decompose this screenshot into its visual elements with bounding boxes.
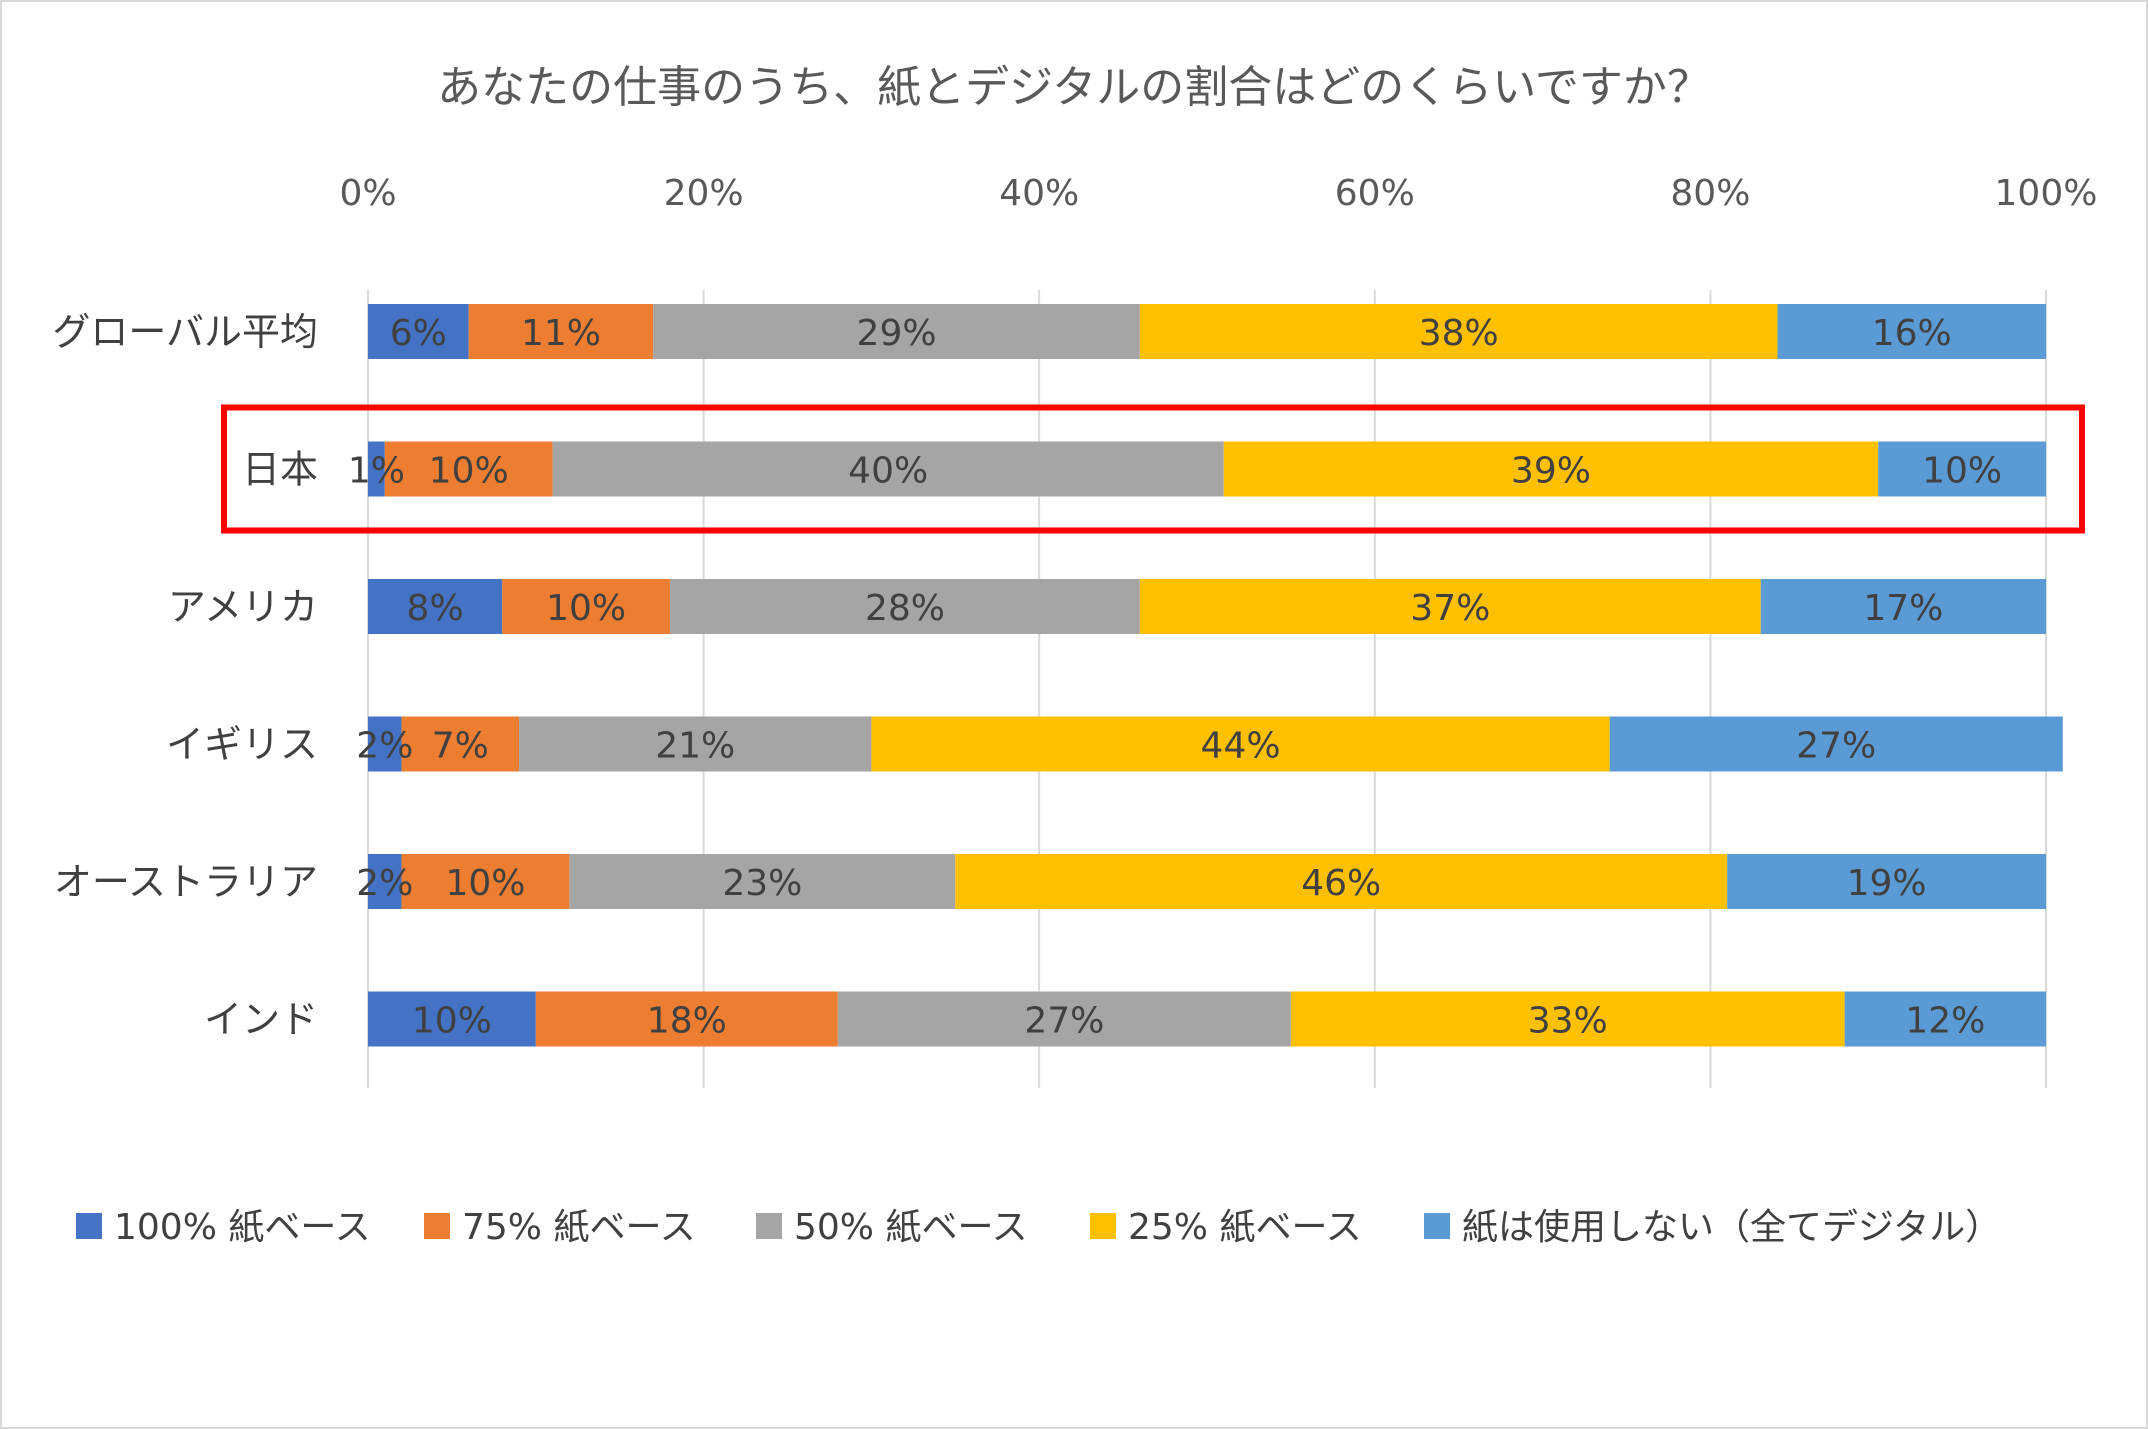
legend-swatch [756,1213,782,1239]
x-tick-label: 60% [1335,173,1415,214]
bar-segment [1878,441,2046,497]
data-label: 10% [429,451,509,492]
bar-segment [552,441,1224,497]
highlight-box [221,404,2085,534]
category-label: イギリス [166,723,318,767]
bar-segment [1139,304,1778,359]
data-label: 23% [722,863,802,904]
x-tick-label: 40% [999,173,1079,214]
legend-label: 紙は使用しない（全てデジタル） [1462,1207,2001,1248]
bars [368,304,2063,1047]
bar-segment [1223,441,1879,497]
bar-segment [1139,579,1761,634]
data-label: 21% [655,726,735,767]
data-label: 37% [1410,588,1490,629]
legend-label: 75% 紙ベース [462,1207,696,1248]
data-label: 28% [865,588,945,629]
legend-label: 25% 紙ベース [1128,1207,1362,1248]
chart-title: あなたの仕事のうち、紙とデジタルの割合はどのくらいですか？ [437,62,1711,113]
bar-segment [1290,991,1845,1047]
bar-segment [519,716,872,772]
bar-segment [1609,716,2063,772]
data-label: 29% [857,313,937,354]
bar-segment [535,991,838,1047]
data-label: 18% [647,1001,727,1042]
data-label: 27% [1024,1001,1104,1042]
x-tick-label: 100% [1995,173,2098,214]
bar-segment [1844,991,2046,1047]
x-tick-label: 80% [1670,173,1750,214]
data-label: 10% [1922,451,2002,492]
data-label: 6% [390,313,447,354]
gridlines [367,290,2047,1088]
category-label: オーストラリア [54,860,318,904]
x-axis-ticks: 0% 20% 40% 60% 80% 100% [339,173,2097,214]
category-label: 日本 [242,448,318,492]
bar-segment [502,579,671,634]
bar-segment [670,579,1140,634]
data-label: 38% [1419,313,1499,354]
legend-swatch [1424,1213,1450,1239]
x-tick-label: 20% [664,173,744,214]
bar-segment [368,991,536,1047]
data-label: 33% [1528,1001,1608,1042]
data-label: 11% [521,313,601,354]
category-label: インド [204,998,318,1042]
data-label: 1% [348,451,405,492]
x-tick-label: 0% [339,173,396,214]
data-label: 10% [546,588,626,629]
bar-segment [368,304,469,359]
bar-segment [368,716,402,772]
bar-segment [1760,579,2046,634]
highlight-group [221,404,2085,534]
data-label: 8% [407,588,464,629]
category-label: アメリカ [168,585,318,629]
data-label: 19% [1847,863,1927,904]
legend-swatch [1090,1213,1116,1239]
category-label: グローバル平均 [52,310,318,354]
data-label: 46% [1301,863,1381,904]
data-label: 16% [1872,313,1952,354]
data-label: 44% [1201,726,1281,767]
bar-segment [401,854,570,909]
bar-segment [401,716,520,772]
legend-label: 50% 紙ベース [794,1207,1028,1248]
bar-segment [1727,854,2046,909]
bar-segment [1777,304,2046,359]
legend-swatch [76,1213,102,1239]
data-label: 7% [432,726,489,767]
data-label: 2% [356,863,413,904]
data-label: 27% [1796,726,1876,767]
bar-segment [368,579,503,634]
legend-swatch [424,1213,450,1239]
data-label: 39% [1511,451,1591,492]
bar-segment [368,854,402,909]
bar-segment [837,991,1291,1047]
bar-segment [569,854,956,909]
data-label: 12% [1905,1001,1985,1042]
data-label: 2% [356,726,413,767]
data-label: 10% [412,1001,492,1042]
data-labels: 6% 11% 29% 38% 16% 1% 10% 40% 39% 10% 8% 10% 28% 37% 1… [348,313,2002,1042]
data-label: 17% [1863,588,1943,629]
legend: 100% 紙ベース 75% 紙ベース 50% 紙ベース 25% 紙ベース 紙は使用しない… [76,1207,2001,1248]
bar-segment [871,716,1610,772]
legend-label: 100% 紙ベース [114,1207,371,1248]
bar-segment [955,854,1728,909]
data-label: 10% [445,863,525,904]
bar-segment [384,441,553,497]
bar-segment [368,441,385,497]
data-label: 40% [848,451,928,492]
bar-segment [468,304,654,359]
bar-segment [653,304,1140,359]
